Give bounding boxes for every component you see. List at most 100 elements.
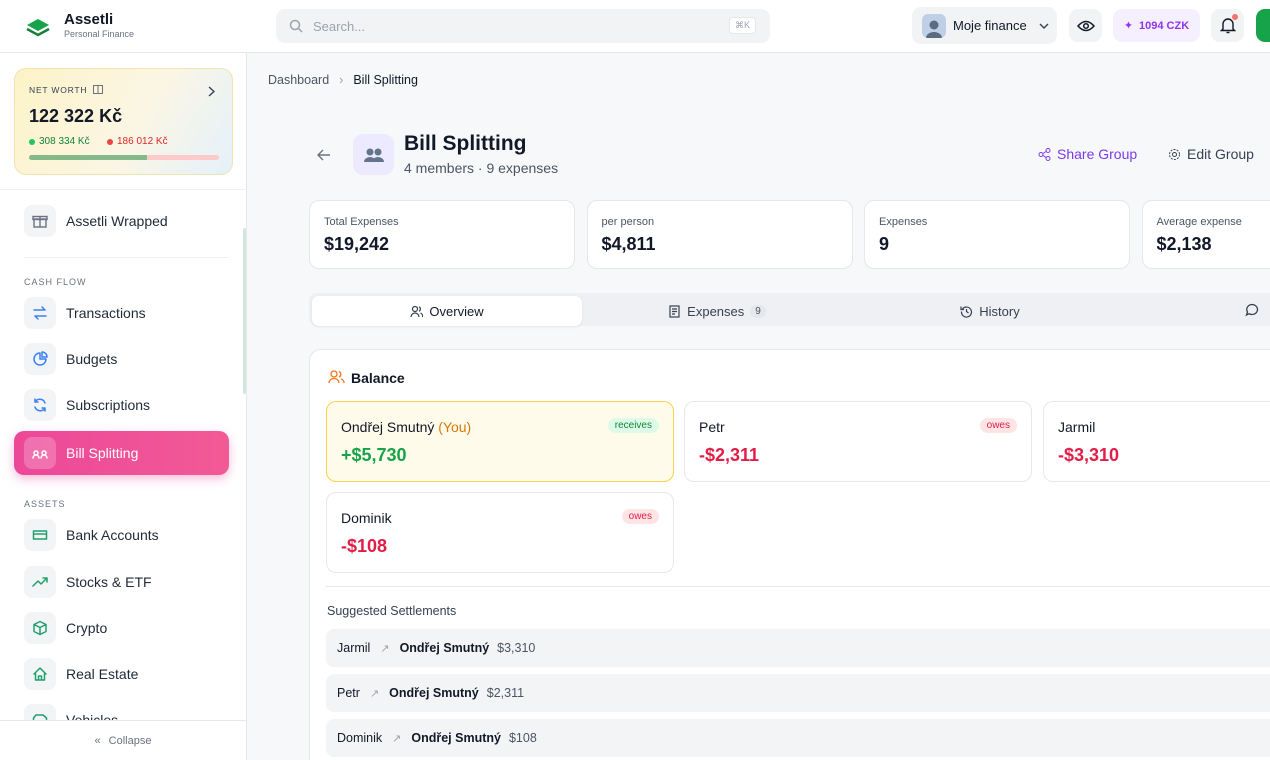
app-tagline: Personal Finance — [64, 29, 135, 39]
tab[interactable]: History — [855, 296, 1125, 326]
avatar — [922, 13, 946, 38]
settlement-amount: $3,310 — [497, 641, 536, 655]
nav-icon — [33, 306, 47, 320]
member-name-text: Dominik — [341, 510, 392, 526]
settlement-arrow: ↗ — [369, 687, 380, 700]
nav-item[interactable]: Assetli Wrapped — [14, 199, 229, 243]
notifications-button[interactable] — [1211, 9, 1244, 42]
stat-label: Expenses — [879, 216, 928, 228]
stat-label: Total Expenses — [324, 216, 399, 228]
collapse-button[interactable]: « Collapse — [0, 720, 246, 760]
back-button[interactable] — [317, 149, 331, 161]
stat-value: 9 — [879, 234, 890, 254]
status-badge: owes — [621, 509, 659, 524]
nav-icon — [32, 530, 48, 540]
search-icon — [289, 19, 303, 33]
tab-label: Overview — [429, 303, 484, 319]
sparkle-icon: ✦ — [1123, 20, 1134, 32]
nav-item[interactable]: Crypto — [14, 606, 229, 650]
credits: 1094 CZK — [1139, 19, 1190, 32]
member-card: Petr -$2,311 owes — [684, 401, 1032, 482]
nav-icon — [34, 398, 46, 412]
settlement-row: Petr ↗ Ondřej Smutný $2,311 — [326, 674, 1270, 712]
action-button[interactable] — [1256, 9, 1270, 42]
nav-icon-box — [24, 612, 56, 644]
section-title: ASSETS — [24, 499, 66, 509]
settlement-amount: $108 — [508, 731, 537, 745]
tab[interactable]: Expenses 9 — [582, 296, 852, 326]
group-title: Bill Splitting — [404, 132, 527, 155]
nav-icon — [32, 577, 48, 587]
settlement-from: Petr — [337, 686, 360, 700]
settlement-row: Dominik ↗ Ondřej Smutný $108 — [326, 719, 1270, 757]
visibility-button[interactable] — [1069, 9, 1102, 42]
member-name-text: Jarmil — [1058, 419, 1096, 435]
nav-item[interactable]: Transactions — [14, 291, 229, 335]
settlement-to: Ondřej Smutný — [399, 641, 490, 655]
profile-name: Moje finance — [953, 18, 1027, 33]
stat-value: $2,138 — [1156, 234, 1212, 254]
net-worth-label: NET WORTH — [29, 85, 88, 95]
nav-icon-box — [24, 566, 56, 598]
divider — [24, 257, 229, 258]
bell-icon — [1219, 18, 1236, 34]
nav-label: Crypto — [66, 620, 108, 636]
tab[interactable]: Overview — [312, 296, 582, 326]
search-shortcut: ⌘K — [729, 17, 757, 34]
logo-icon — [26, 19, 50, 37]
sidebar: NET WORTH 122 322 Kč 308 334 Kč 186 012 … — [0, 53, 247, 760]
you-tag: (You) — [438, 419, 472, 435]
settlements-title: Suggested Settlements — [327, 604, 457, 618]
net-worth-card[interactable]: NET WORTH 122 322 Kč 308 334 Kč 186 012 … — [14, 68, 233, 175]
tab-bar: Overview Expenses 9 History — [309, 293, 1270, 326]
credits-button[interactable]: ✦ 1094 CZK — [1113, 9, 1200, 42]
stat-card: Average expense $2,138 — [1141, 200, 1270, 269]
stat-card: Expenses 9 — [864, 200, 1130, 269]
share-label: Share Group — [1057, 146, 1138, 162]
settlement-to: Ondřej Smutný — [389, 686, 479, 700]
tab-icon[interactable] — [1245, 303, 1259, 317]
stat-value: $19,242 — [324, 234, 390, 254]
member-name: Dominik — [341, 510, 392, 526]
balance-title: Balance — [351, 370, 405, 386]
main-content: Dashboard › Bill Splitting Bill Splittin… — [247, 53, 1270, 760]
edit-button[interactable]: Edit Group — [1168, 146, 1254, 162]
top-bar: Assetli Personal Finance Search... ⌘K Mo… — [0, 0, 1270, 53]
group-icon — [353, 134, 394, 175]
breadcrumb-item[interactable]: Dashboard — [268, 73, 330, 87]
nav-item[interactable]: Bank Accounts — [14, 513, 229, 557]
nav-item[interactable]: Bill Splitting — [14, 431, 229, 475]
nav-item[interactable]: Subscriptions — [14, 383, 229, 427]
tab-count: 9 — [750, 304, 766, 318]
chevron-right — [208, 86, 215, 97]
nav-icon — [32, 450, 48, 459]
search-box[interactable]: Search... ⌘K — [276, 9, 770, 43]
share-button[interactable]: Share Group — [1038, 146, 1137, 162]
nav-label: Assetli Wrapped — [66, 213, 168, 229]
nav-label: Subscriptions — [66, 397, 151, 413]
edit-label: Edit Group — [1187, 146, 1254, 162]
member-card: Ondřej Smutný (You) +$5,730 receives — [326, 401, 674, 482]
book-icon — [93, 85, 103, 94]
profile-button[interactable]: Moje finance — [912, 7, 1057, 44]
nav-item[interactable]: Real Estate — [14, 652, 229, 696]
nav-icon — [33, 667, 47, 681]
settlement-arrow: ↗ — [380, 642, 390, 655]
assets-value: 308 334 Kč — [39, 136, 90, 147]
assets-total: 308 334 Kč — [29, 136, 90, 147]
settlement-arrow: ↗ — [392, 732, 402, 745]
stat-value: $4,811 — [601, 234, 656, 254]
stat-label: Average expense — [1156, 216, 1242, 228]
nav-item[interactable]: Budgets — [14, 337, 229, 381]
chevron — [1039, 23, 1049, 29]
member-name: Ondřej Smutný (You) — [341, 419, 471, 435]
app-name: Assetli — [64, 11, 114, 28]
breadcrumb-separator: › — [339, 73, 344, 87]
settlement-from: Jarmil — [337, 641, 371, 655]
avatar-icon — [926, 20, 942, 38]
liabilities-value: 186 012 Kč — [117, 136, 168, 147]
nav-label: Transactions — [66, 305, 146, 321]
nav-item[interactable]: Stocks & ETF — [14, 560, 229, 604]
tab-icon — [960, 306, 973, 318]
